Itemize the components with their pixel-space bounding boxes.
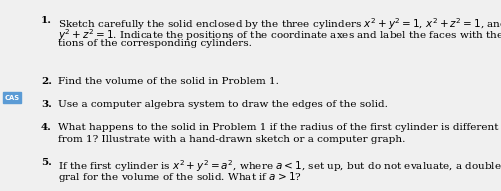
Text: Find the volume of the solid in Problem 1.: Find the volume of the solid in Problem … xyxy=(58,77,279,86)
FancyBboxPatch shape xyxy=(3,92,21,103)
Text: gral for the volume of the solid. What if $a > 1$?: gral for the volume of the solid. What i… xyxy=(58,169,302,184)
Text: Sketch carefully the solid enclosed by the three cylinders $x^2 + y^2 = 1$, $x^2: Sketch carefully the solid enclosed by t… xyxy=(58,16,501,32)
Text: $y^2 + z^2 = 1$. Indicate the positions of the coordinate axes and label the fac: $y^2 + z^2 = 1$. Indicate the positions … xyxy=(58,28,501,43)
Text: 1.: 1. xyxy=(41,16,52,25)
Text: 2.: 2. xyxy=(41,77,52,86)
Text: 3.: 3. xyxy=(41,100,52,109)
Text: from 1? Illustrate with a hand-drawn sketch or a computer graph.: from 1? Illustrate with a hand-drawn ske… xyxy=(58,134,405,143)
Text: Use a computer algebra system to draw the edges of the solid.: Use a computer algebra system to draw th… xyxy=(58,100,388,109)
Text: 4.: 4. xyxy=(41,123,52,132)
Text: CAS: CAS xyxy=(5,95,20,100)
Text: tions of the corresponding cylinders.: tions of the corresponding cylinders. xyxy=(58,39,252,48)
Text: 5.: 5. xyxy=(41,158,52,167)
Text: What happens to the solid in Problem 1 if the radius of the first cylinder is di: What happens to the solid in Problem 1 i… xyxy=(58,123,498,132)
Text: If the first cylinder is $x^2 + y^2 = a^2$, where $a < 1$, set up, but do not ev: If the first cylinder is $x^2 + y^2 = a^… xyxy=(58,158,501,174)
